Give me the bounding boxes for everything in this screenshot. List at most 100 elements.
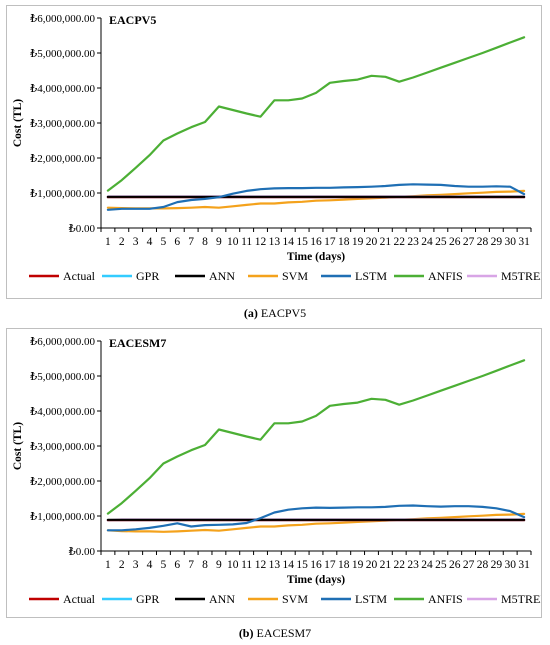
x-tick-label: 25 [435, 236, 447, 248]
x-tick-label: 16 [310, 559, 322, 571]
x-tick-label: 5 [161, 236, 167, 248]
y-tick-label: ₺1,000,000.00 [29, 188, 95, 200]
y-tick-label: ₺4,000,000.00 [29, 83, 95, 95]
legend-label-actual: Actual [63, 592, 96, 606]
chart-panel-a: ₺0.00 ₺1,000,000.00 ₺2,000,000.00 ₺3,000,00… [6, 5, 542, 299]
x-tick-label: 12 [255, 236, 267, 248]
x-axis-label: Time (days) [287, 574, 345, 586]
legend-label-svm: SVM [282, 592, 308, 606]
x-tick-label: 21 [380, 559, 392, 571]
legend-label-actual: Actual [63, 269, 96, 283]
x-tick-label: 29 [491, 236, 503, 248]
x-tick-label: 8 [202, 236, 208, 248]
x-tick-label: 31 [518, 236, 530, 248]
x-tick-label: 3 [133, 559, 139, 571]
chart-b: ₺0.00 ₺1,000,000.00 ₺2,000,000.00 ₺3,000,00… [12, 336, 541, 606]
legend-label-ann: ANN [209, 592, 235, 606]
legend-label-anfis: ANFIS [428, 592, 463, 606]
x-tick-label: 6 [174, 559, 180, 571]
x-tick-label: 3 [133, 236, 139, 248]
x-tick-label: 30 [504, 236, 516, 248]
x-tick-label: 10 [227, 559, 239, 571]
y-tick-label: ₺0.00 [68, 546, 96, 558]
x-tick-label: 12 [255, 559, 267, 571]
series-line-svm [106, 512, 526, 533]
x-tick-label: 23 [407, 559, 419, 571]
legend-label-lstm: LSTM [355, 592, 387, 606]
y-tick-label: ₺5,000,000.00 [29, 371, 95, 383]
x-tick-label: 7 [188, 559, 194, 571]
x-tick-label: 1 [105, 559, 111, 571]
x-tick-label: 16 [310, 236, 322, 248]
caption-a: (a) EACPV5 [0, 306, 550, 321]
x-tick-label: 4 [147, 236, 153, 248]
x-tick-label: 15 [296, 559, 308, 571]
x-tick-label: 4 [147, 559, 153, 571]
y-axis-label: Cost (TL) [12, 422, 24, 470]
x-tick-label: 18 [338, 236, 350, 248]
x-tick-label: 25 [435, 559, 447, 571]
x-tick-label: 30 [504, 559, 516, 571]
caption-b-text: EACESM7 [256, 626, 312, 640]
x-tick-label: 14 [283, 559, 295, 571]
y-tick-label: ₺0.00 [68, 223, 96, 235]
chart-title: EACESM7 [109, 336, 166, 350]
legend-label-lstm: LSTM [355, 269, 387, 283]
caption-a-text: EACPV5 [260, 306, 307, 320]
legend-label-ann: ANN [209, 269, 235, 283]
y-tick-label: ₺2,000,000.00 [29, 153, 95, 165]
x-tick-label: 13 [269, 236, 281, 248]
y-tick-label: ₺2,000,000.00 [29, 476, 95, 488]
y-axis-label: Cost (TL) [12, 99, 24, 147]
legend-label-anfis: ANFIS [428, 269, 463, 283]
x-tick-label: 31 [518, 559, 530, 571]
x-tick-label: 5 [161, 559, 167, 571]
x-tick-label: 22 [393, 236, 405, 248]
x-tick-label: 22 [393, 559, 405, 571]
chart-a: ₺0.00 ₺1,000,000.00 ₺2,000,000.00 ₺3,000,00… [12, 13, 541, 283]
series-line-anfis [106, 36, 526, 192]
x-tick-label: 23 [407, 236, 419, 248]
y-tick-label: ₺1,000,000.00 [29, 511, 95, 523]
y-tick-label: ₺3,000,000.00 [29, 118, 95, 130]
x-tick-label: 26 [449, 236, 461, 248]
series-line-lstm [106, 504, 526, 532]
chart-title: EACPV5 [109, 13, 156, 27]
x-tick-label: 19 [352, 236, 364, 248]
x-tick-label: 10 [227, 236, 239, 248]
legend-label-svm: SVM [282, 269, 308, 283]
legend-label-gpr: GPR [136, 269, 159, 283]
x-tick-label: 20 [366, 236, 378, 248]
x-tick-label: 18 [338, 559, 350, 571]
x-tick-label: 8 [202, 559, 208, 571]
x-tick-label: 6 [174, 236, 180, 248]
y-tick-label: ₺6,000,000.00 [29, 336, 95, 348]
x-tick-label: 9 [216, 559, 222, 571]
x-tick-label: 15 [296, 236, 308, 248]
x-tick-label: 13 [269, 559, 281, 571]
x-tick-label: 29 [491, 559, 503, 571]
y-tick-label: ₺3,000,000.00 [29, 441, 95, 453]
series-line-lstm [106, 183, 526, 211]
x-tick-label: 11 [241, 236, 252, 248]
legend-label-m5tree: M5TREE [501, 592, 541, 606]
x-tick-label: 24 [421, 236, 433, 248]
series-line-svm [106, 189, 526, 210]
x-tick-label: 17 [324, 236, 336, 248]
caption-b: (b) EACESM7 [0, 626, 550, 641]
x-tick-label: 19 [352, 559, 364, 571]
x-tick-label: 14 [283, 236, 295, 248]
x-tick-label: 24 [421, 559, 433, 571]
x-tick-label: 11 [241, 559, 252, 571]
x-tick-label: 27 [463, 559, 475, 571]
x-tick-label: 27 [463, 236, 475, 248]
x-tick-label: 28 [477, 559, 489, 571]
x-axis-label: Time (days) [287, 251, 345, 263]
x-tick-label: 28 [477, 236, 489, 248]
x-tick-label: 21 [380, 236, 392, 248]
x-tick-label: 2 [119, 559, 125, 571]
series-line-anfis [106, 359, 526, 515]
x-tick-label: 1 [105, 236, 111, 248]
x-tick-label: 20 [366, 559, 378, 571]
x-tick-label: 9 [216, 236, 222, 248]
